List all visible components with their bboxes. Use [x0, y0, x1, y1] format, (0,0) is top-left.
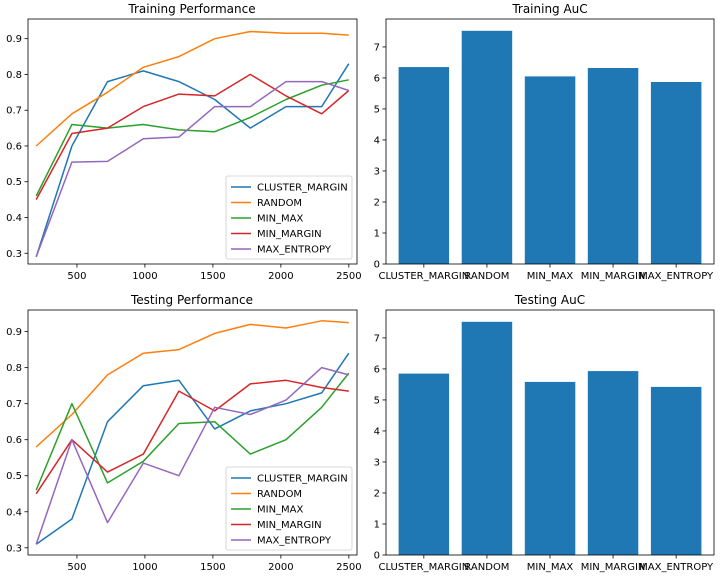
series-line-max-entropy — [35, 80, 350, 258]
legend-label-min-margin: MIN_MARGIN — [257, 229, 322, 240]
bar-max-entropy — [650, 82, 702, 264]
x-tick-label: 500 — [67, 271, 86, 282]
y-tick-label: 2 — [374, 488, 380, 499]
chart-title-training-performance: Training Performance — [127, 2, 255, 16]
y-tick-label: 0.9 — [6, 327, 22, 338]
x-tick-label: RANDOM — [464, 562, 509, 573]
legend: CLUSTER_MARGIN RANDOM MIN_MAX MIN_MARGIN MAX… — [225, 175, 353, 260]
y-tick-label: 0.9 — [6, 34, 22, 45]
series-line-cluster-margin — [35, 352, 350, 545]
bar-min-max — [524, 381, 576, 555]
chart-title-testing-auc: Testing AuC — [514, 293, 585, 307]
x-tick-label: 2000 — [268, 271, 293, 282]
chart-panel-testing-performance: 500 1000 1500 2000 2500 0.3 0.4 0.5 0.6 0.7 0.8 0.9… — [6, 309, 362, 573]
y-tick-label: 5 — [374, 104, 380, 115]
x-tick-label: 1000 — [132, 271, 157, 282]
legend-label-random: RANDOM — [257, 198, 302, 209]
legend: CLUSTER_MARGIN RANDOM MIN_MAX MIN_MARGIN MAX… — [225, 466, 353, 551]
y-tick-label: 0.5 — [6, 471, 22, 482]
y-tick-label: 1 — [374, 228, 380, 239]
x-tick-label: MAX_ENTROPY — [639, 271, 714, 282]
bar-cluster-margin — [398, 373, 450, 555]
y-tick-label: 7 — [374, 42, 380, 53]
x-tick-label: 2000 — [268, 562, 293, 573]
y-tick-label: 1 — [374, 519, 380, 530]
series-line-cluster-margin — [35, 63, 350, 258]
y-tick-label: 3 — [374, 166, 380, 177]
plot-frame — [27, 18, 358, 265]
y-tick-label: 6 — [374, 73, 380, 84]
y-tick-label: 0.7 — [6, 106, 22, 117]
series-line-min-max — [35, 79, 349, 197]
x-tick-label: MIN_MAX — [527, 562, 574, 573]
x-tick-label: MIN_MARGIN — [581, 271, 646, 282]
y-tick-label: 0.6 — [6, 435, 22, 446]
legend-box — [225, 466, 353, 551]
y-tick-label: 4 — [374, 135, 380, 146]
x-tick-label: 1500 — [200, 271, 225, 282]
legend-label-min-margin: MIN_MARGIN — [257, 520, 322, 531]
bar-min-margin — [587, 68, 639, 264]
y-tick-label: 0.3 — [6, 249, 22, 260]
bar-min-margin — [587, 371, 639, 555]
series-line-min-margin — [35, 73, 350, 200]
y-tick-label: 4 — [374, 426, 380, 437]
bar-max-entropy — [650, 386, 702, 555]
x-tick-label: CLUSTER_MARGIN — [378, 271, 469, 282]
legend-label-min-max: MIN_MAX — [257, 214, 304, 225]
x-tick-label: 1000 — [132, 562, 157, 573]
x-tick-label: CLUSTER_MARGIN — [378, 562, 469, 573]
y-tick-label: 0 — [374, 551, 380, 562]
chart-panel-training-performance: 500 1000 1500 2000 2500 0.3 0.4 0.5 0.6 0.7 0.8 0.9… — [6, 18, 362, 282]
x-tick-label: MAX_ENTROPY — [639, 562, 714, 573]
y-tick-label: 0 — [374, 260, 380, 271]
y-tick-label: 0.4 — [6, 507, 22, 518]
series-line-random — [35, 30, 349, 147]
bar-random — [461, 321, 513, 555]
chart-title-training-auc: Training AuC — [511, 2, 587, 16]
x-tick-label: 500 — [67, 562, 86, 573]
bar-random — [461, 30, 513, 264]
x-tick-label: MIN_MARGIN — [581, 562, 646, 573]
bar-cluster-margin — [398, 67, 450, 264]
y-tick-label: 3 — [374, 457, 380, 468]
y-tick-label: 0.7 — [6, 399, 22, 410]
legend-label-cluster-margin: CLUSTER_MARGIN — [257, 183, 348, 194]
legend-label-max-entropy: MAX_ENTROPY — [257, 245, 332, 256]
y-tick-label: 0.6 — [6, 141, 22, 152]
legend-label-cluster-margin: CLUSTER_MARGIN — [257, 474, 348, 485]
x-tick-label: 1500 — [200, 562, 225, 573]
y-tick-label: 0.4 — [6, 213, 22, 224]
legend-label-random: RANDOM — [257, 489, 302, 500]
x-tick-label: 2500 — [336, 271, 361, 282]
legend-label-max-entropy: MAX_ENTROPY — [257, 536, 332, 547]
x-tick-label: RANDOM — [464, 271, 509, 282]
y-tick-label: 0.8 — [6, 70, 22, 81]
bar-min-max — [524, 76, 576, 265]
chart-title-testing-performance: Testing Performance — [130, 293, 253, 307]
series-line-max-entropy — [35, 366, 349, 545]
x-tick-label: 2500 — [336, 562, 361, 573]
y-tick-label: 0.8 — [6, 363, 22, 374]
y-tick-label: 7 — [374, 333, 380, 344]
y-tick-label: 0.5 — [6, 177, 22, 188]
y-tick-label: 0.3 — [6, 543, 22, 554]
y-tick-label: 5 — [374, 395, 380, 406]
series-line-min-max — [35, 372, 350, 491]
plot-frame — [27, 309, 358, 556]
legend-label-min-max: MIN_MAX — [257, 505, 304, 516]
legend-box — [225, 175, 353, 260]
series-line-random — [35, 320, 349, 448]
y-tick-label: 6 — [374, 364, 380, 375]
y-tick-label: 2 — [374, 197, 380, 208]
x-tick-label: MIN_MAX — [527, 271, 574, 282]
